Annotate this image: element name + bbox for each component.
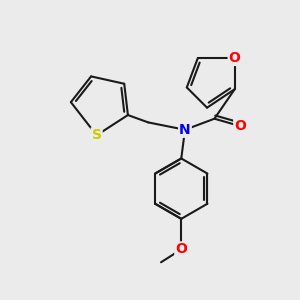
Text: O: O [229, 51, 241, 65]
Text: O: O [234, 119, 246, 133]
Text: S: S [92, 128, 102, 142]
Text: N: N [179, 123, 191, 137]
Text: O: O [175, 242, 187, 256]
